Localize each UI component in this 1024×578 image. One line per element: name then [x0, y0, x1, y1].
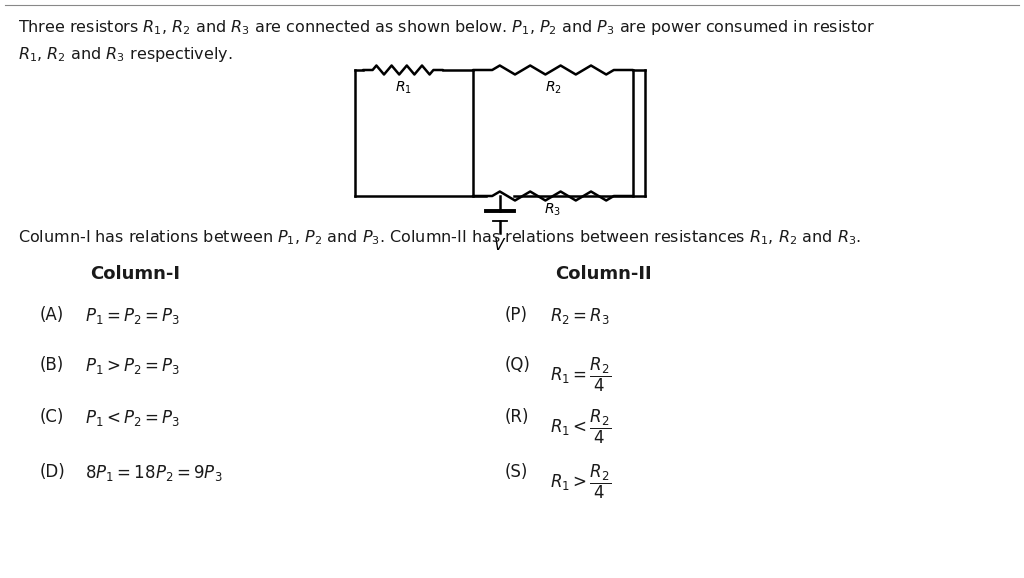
- Text: (P): (P): [505, 306, 528, 324]
- Text: Column-I: Column-I: [90, 265, 180, 283]
- Text: (R): (R): [505, 408, 529, 426]
- Text: $R_3$: $R_3$: [545, 202, 561, 218]
- Text: Column-II: Column-II: [555, 265, 651, 283]
- Text: $R_1 < \dfrac{R_2}{4}$: $R_1 < \dfrac{R_2}{4}$: [550, 408, 611, 446]
- Text: $P_1 < P_2 = P_3$: $P_1 < P_2 = P_3$: [85, 408, 180, 428]
- Text: $R_1$, $R_2$ and $R_3$ respectively.: $R_1$, $R_2$ and $R_3$ respectively.: [18, 45, 232, 64]
- Text: (B): (B): [40, 356, 65, 374]
- Text: $R_2$: $R_2$: [545, 80, 561, 97]
- Text: $R_2 = R_3$: $R_2 = R_3$: [550, 306, 610, 326]
- Text: $P_1 > P_2 = P_3$: $P_1 > P_2 = P_3$: [85, 356, 180, 376]
- Text: $R_1$: $R_1$: [394, 80, 412, 97]
- Text: $V$: $V$: [494, 237, 507, 253]
- Text: (C): (C): [40, 408, 65, 426]
- Text: (A): (A): [40, 306, 65, 324]
- Text: (S): (S): [505, 463, 528, 481]
- Text: (Q): (Q): [505, 356, 530, 374]
- Text: $R_1 = \dfrac{R_2}{4}$: $R_1 = \dfrac{R_2}{4}$: [550, 356, 611, 394]
- Text: $R_1 > \dfrac{R_2}{4}$: $R_1 > \dfrac{R_2}{4}$: [550, 463, 611, 501]
- Text: (D): (D): [40, 463, 66, 481]
- Text: $P_1 = P_2 = P_3$: $P_1 = P_2 = P_3$: [85, 306, 180, 326]
- Text: $8P_1 = 18P_2 = 9P_3$: $8P_1 = 18P_2 = 9P_3$: [85, 463, 222, 483]
- Text: Column-I has relations between $P_1$, $P_2$ and $P_3$. Column-II has relations b: Column-I has relations between $P_1$, $P…: [18, 228, 861, 247]
- Text: Three resistors $R_1$, $R_2$ and $R_3$ are connected as shown below. $P_1$, $P_2: Three resistors $R_1$, $R_2$ and $R_3$ a…: [18, 18, 874, 37]
